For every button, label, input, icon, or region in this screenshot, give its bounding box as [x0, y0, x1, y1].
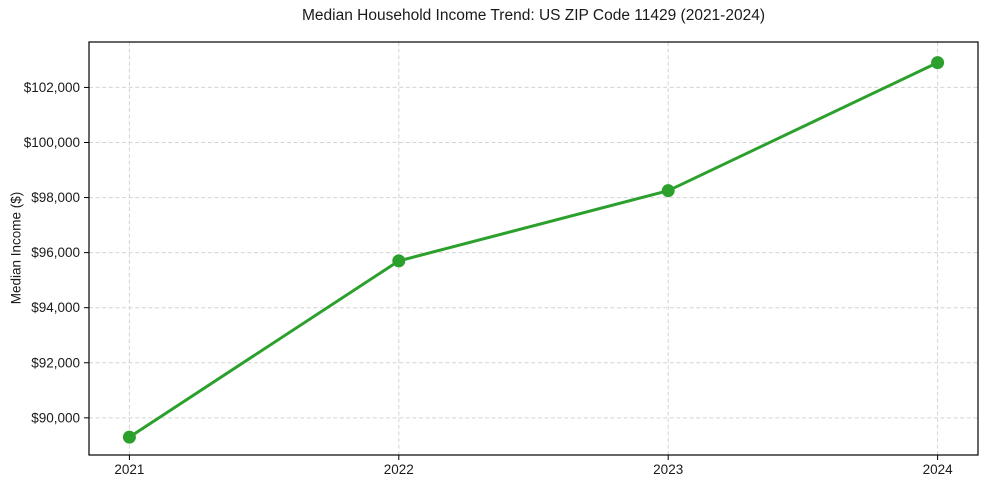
- data-point-marker-2023: [661, 184, 675, 198]
- data-point-marker-2024: [931, 56, 945, 70]
- chart-title: Median Household Income Trend: US ZIP Co…: [302, 7, 765, 24]
- x-tick-label: 2021: [114, 462, 144, 477]
- plot-frame: [88, 41, 979, 456]
- y-tick-label: $98,000: [31, 190, 80, 205]
- data-point-marker-2021: [122, 430, 136, 444]
- income-trend-line: [127, 61, 940, 439]
- y-tick-label: $100,000: [24, 135, 80, 150]
- y-tick-label: $94,000: [31, 300, 80, 315]
- data-point-marker-2022: [392, 254, 406, 268]
- y-tick-label: $92,000: [31, 355, 80, 370]
- y-tick-label: $90,000: [31, 410, 80, 425]
- x-tick-label: 2023: [653, 462, 683, 477]
- x-tick-label: 2024: [923, 462, 954, 477]
- x-tick-label: 2022: [384, 462, 414, 477]
- y-tick-label: $102,000: [24, 80, 80, 95]
- y-tick-label: $96,000: [31, 245, 80, 260]
